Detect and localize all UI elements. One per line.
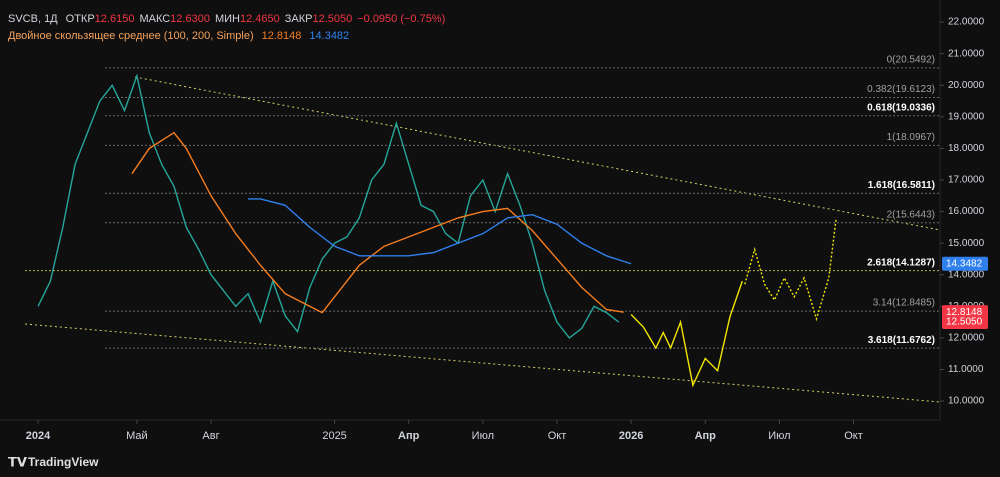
y-tick-label: 12.0000 (948, 333, 985, 344)
fib-label: 0(20.5492) (887, 55, 935, 66)
fib-label: 2(15.6443) (887, 209, 935, 220)
y-tick-label: 15.0000 (948, 238, 985, 249)
x-tick-label: Июл (472, 430, 494, 442)
trend-line (134, 76, 941, 231)
x-tick-label: Апр (695, 430, 717, 442)
fib-label: 2.618(14.1287) (867, 257, 935, 268)
quote-value: 12.6150 (95, 13, 135, 25)
fib-label: 3.14(12.8485) (873, 298, 935, 309)
x-tick-label: Окт (548, 430, 567, 442)
fib-label: 0.382(19.6123) (867, 84, 935, 95)
series-line (744, 217, 837, 322)
brand: TradingView (28, 455, 99, 469)
series-line (131, 131, 624, 314)
trend-line (24, 323, 941, 403)
y-tick-label: 11.0000 (948, 364, 984, 375)
quote-label: ОТКР (66, 13, 95, 25)
series-line (248, 198, 632, 265)
x-tick-label: Май (126, 430, 148, 442)
brand-logo: 𝗧𝗩 (8, 454, 27, 469)
price-badge (942, 314, 988, 329)
quote-label: ЗАКР (285, 13, 313, 25)
y-tick-label: 18.0000 (948, 143, 985, 154)
x-tick-label: 2025 (322, 430, 346, 442)
quote-value: 12.4650 (240, 13, 280, 25)
price-badge-label: 12.8148 (946, 307, 983, 318)
y-tick-label: 10.0000 (948, 396, 985, 407)
fib-label: 1.618(16.5811) (868, 180, 935, 191)
price-badge-label: 12.5050 (946, 317, 983, 328)
y-tick-label: 14.0000 (948, 269, 985, 280)
quote-value: 12.5050 (312, 13, 352, 25)
quote-label: МИН (215, 13, 240, 25)
fib-label: 3.618(11.6762) (868, 335, 935, 346)
x-tick-label: 2024 (26, 430, 51, 442)
quote-label: МАКС (139, 13, 170, 25)
x-tick-label: 2026 (619, 430, 643, 442)
legend-value: 12.8148 (262, 30, 302, 42)
symbol: SVCB, 1Д (8, 13, 58, 25)
quote-value: 12.6300 (170, 13, 210, 25)
price-badge (942, 256, 988, 271)
fib-label: 0.618(19.0336) (867, 102, 935, 113)
y-tick-label: 20.0000 (948, 80, 985, 91)
y-tick-label: 21.0000 (948, 48, 985, 59)
y-tick-label: 16.0000 (948, 206, 985, 217)
y-tick-label: 22.0000 (948, 17, 985, 28)
x-tick-label: Июл (768, 430, 790, 442)
legend-value: 14.3482 (309, 30, 349, 42)
x-tick-label: Окт (844, 430, 863, 442)
series-line (630, 280, 743, 388)
series-line (37, 73, 620, 339)
fib-label: 1(18.0967) (887, 132, 935, 143)
y-tick-label: 19.0000 (948, 111, 985, 122)
indicator: Двойное скользящее среднее (100, 200, Si… (8, 30, 254, 42)
price-badge-label: 14.3482 (946, 258, 983, 269)
x-tick-label: Авг (202, 430, 219, 442)
quote-value: −0.0950 (−0.75%) (357, 13, 445, 25)
header: SVCB, 1Д Двойное скользящее среднее (100… (8, 13, 254, 42)
y-tick-label: 17.0000 (948, 175, 985, 186)
x-tick-label: Апр (398, 430, 420, 442)
